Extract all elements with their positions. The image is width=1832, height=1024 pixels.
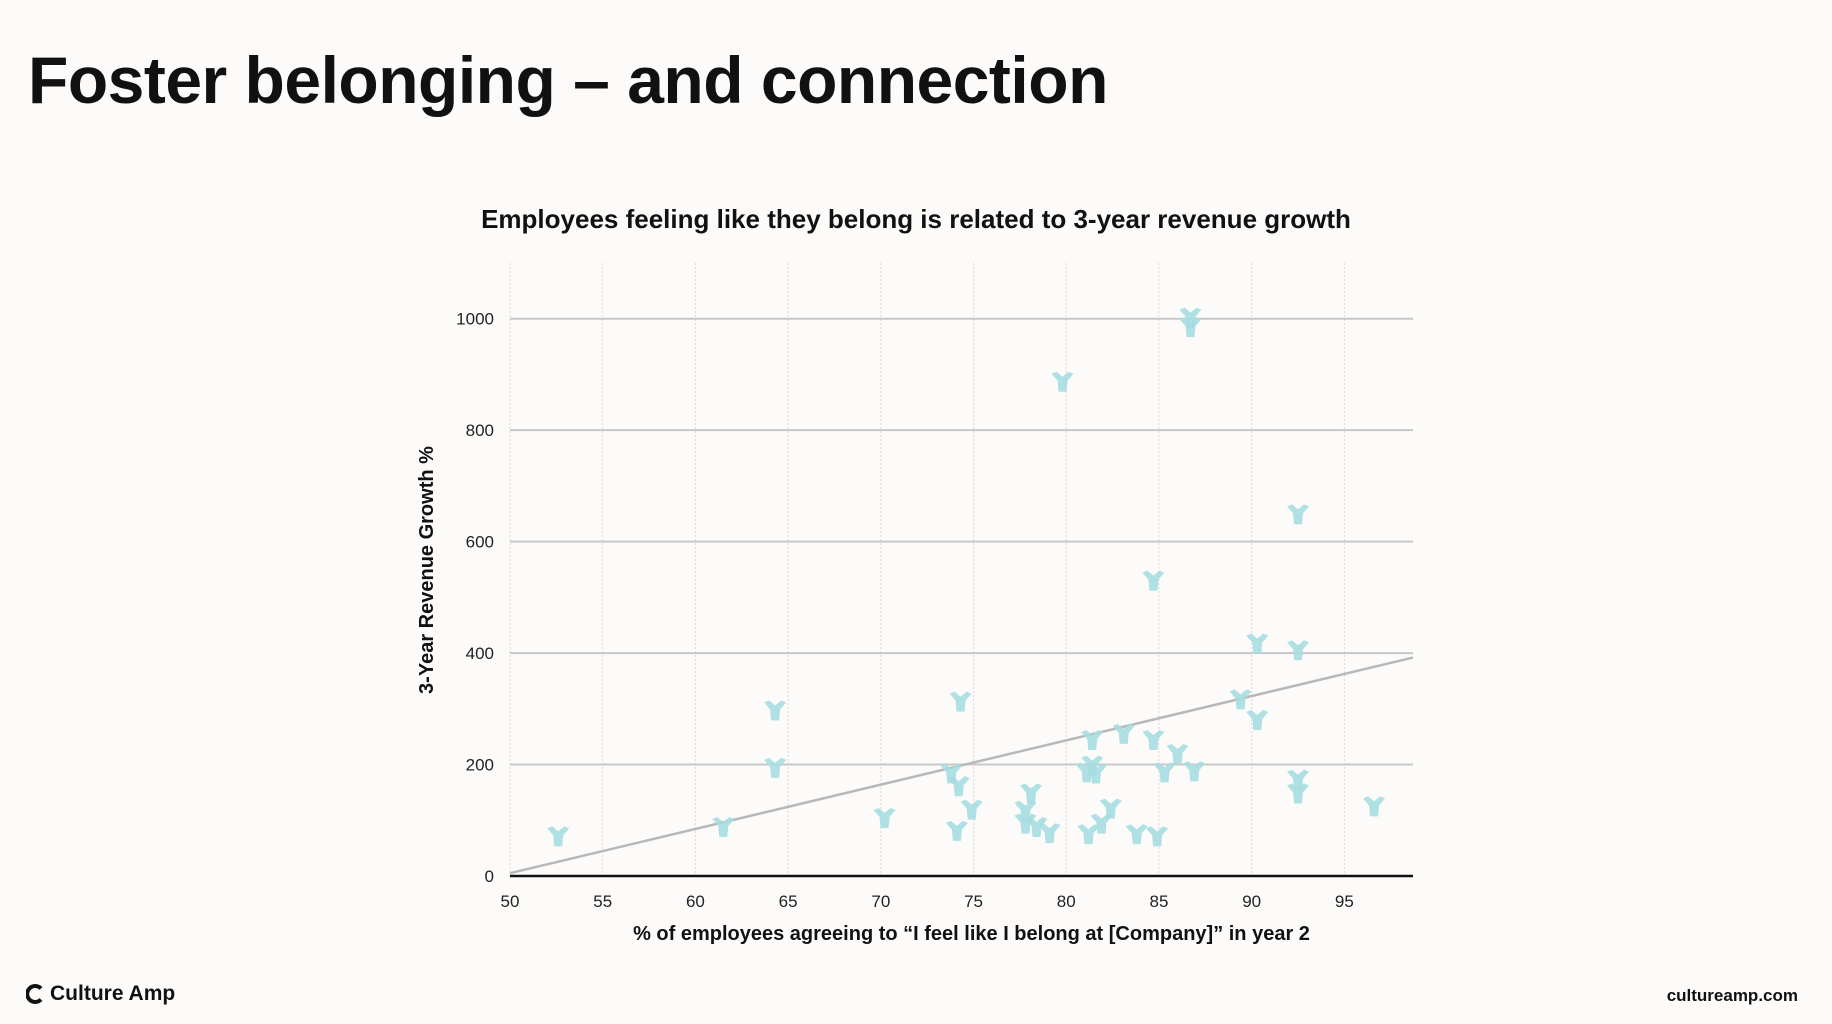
data-point (547, 826, 570, 847)
data-point (1112, 723, 1135, 744)
data-point (1051, 371, 1074, 392)
y-tick-label: 200 (466, 756, 494, 775)
data-point (949, 691, 972, 712)
x-tick-label: 55 (593, 892, 612, 911)
x-tick-label: 60 (686, 892, 705, 911)
x-tick-label: 90 (1242, 892, 1261, 911)
data-point (945, 820, 968, 841)
data-point (1246, 709, 1269, 730)
y-tick-label: 400 (466, 644, 494, 663)
data-point (1229, 689, 1252, 710)
data-point (1183, 761, 1206, 782)
x-tick-label: 80 (1057, 892, 1076, 911)
data-point (1287, 783, 1310, 804)
brand-name: Culture Amp (50, 982, 176, 1005)
x-tick-label: 85 (1150, 892, 1169, 911)
data-point (1166, 743, 1189, 764)
data-point (1246, 633, 1269, 654)
data-point (1153, 762, 1176, 783)
data-point (873, 808, 896, 829)
y-tick-label: 1000 (456, 310, 494, 329)
brand-logo: Culture Amp (26, 982, 175, 1006)
data-point (764, 757, 787, 778)
data-point (1179, 317, 1202, 338)
data-point (1287, 769, 1310, 790)
data-point (1287, 640, 1310, 661)
data-point (1084, 763, 1107, 784)
x-axis-label: % of employees agreeing to “I feel like … (633, 923, 1310, 945)
culture-amp-logo-icon (26, 984, 43, 1004)
data-point (1142, 730, 1165, 751)
data-point (1363, 796, 1386, 817)
data-point (1142, 570, 1165, 591)
data-point (1020, 783, 1043, 804)
page-title: Foster belonging – and connection (28, 43, 1108, 117)
data-point (1125, 824, 1148, 845)
data-point (1014, 800, 1037, 821)
data-point (1099, 798, 1122, 819)
x-tick-label: 70 (871, 892, 890, 911)
data-point (1179, 307, 1202, 328)
data-point (1146, 826, 1169, 847)
data-point (712, 816, 735, 837)
x-tick-label: 65 (779, 892, 798, 911)
y-tick-label: 800 (466, 421, 494, 440)
chart-title: Employees feeling like they belong is re… (481, 204, 1351, 234)
data-point (1287, 504, 1310, 525)
data-point (960, 799, 983, 820)
data-point (1077, 824, 1100, 845)
y-tick-label: 600 (466, 533, 494, 552)
x-tick-label: 95 (1335, 892, 1354, 911)
data-point (940, 763, 963, 784)
x-tick-label: 50 (501, 892, 520, 911)
y-tick-label: 0 (485, 867, 494, 886)
data-point (1081, 730, 1104, 751)
x-tick-label: 75 (964, 892, 983, 911)
footer-url: cultureamp.com (1666, 986, 1798, 1005)
data-point (947, 776, 970, 797)
data-point (1038, 823, 1061, 844)
y-axis-label: 3-Year Revenue Growth % (416, 446, 438, 694)
data-point (1090, 813, 1113, 834)
data-point (764, 700, 787, 721)
data-point (1025, 816, 1048, 837)
